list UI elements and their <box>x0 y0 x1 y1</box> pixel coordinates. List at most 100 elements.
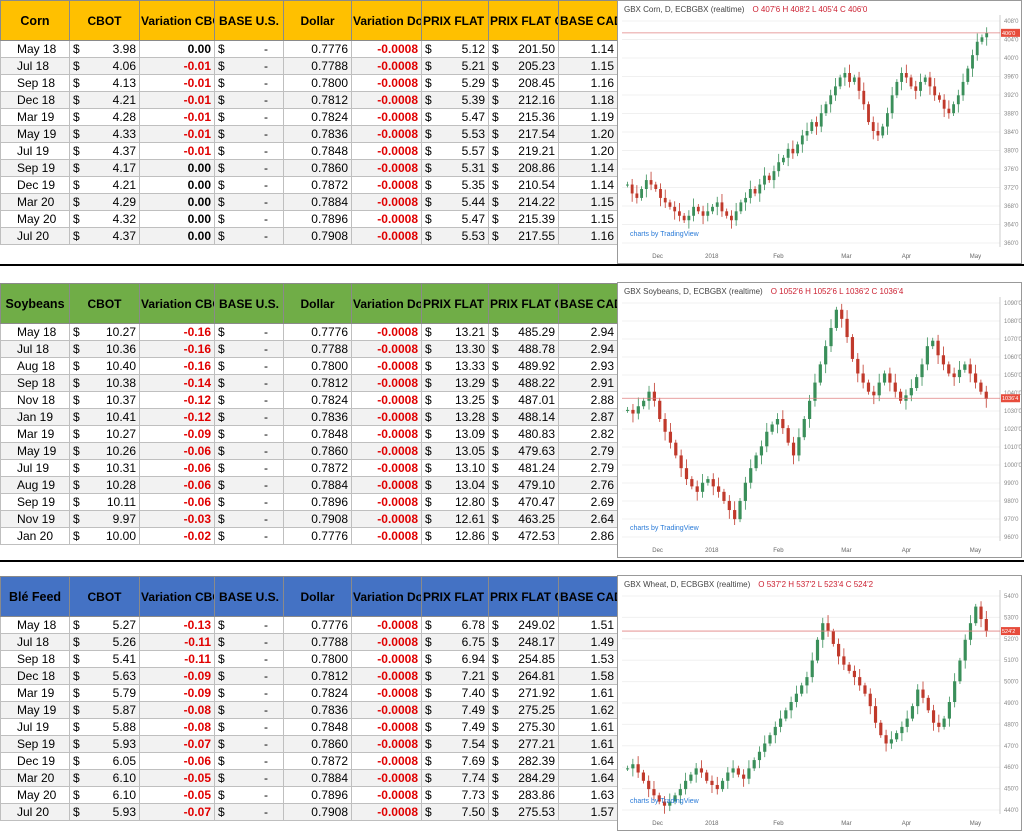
currency-sign: $ <box>73 771 80 785</box>
currency-sign: $ <box>492 325 499 339</box>
column-header: Variation Dollar <box>351 0 422 41</box>
currency-sign: $ <box>73 720 80 734</box>
base-us-cell: $ - <box>214 442 284 460</box>
candle-body <box>952 373 956 378</box>
y-tick-label: 380'0 <box>1004 149 1019 155</box>
table-row: Sep 18 $10.38 -0.14 $ -0.7812 -0.0008 $13.29 $4… <box>0 374 618 392</box>
y-tick-label: 530'0 <box>1004 615 1019 621</box>
candle-body <box>956 95 960 105</box>
prix-flat-bu-cell: $13.25 <box>421 391 489 409</box>
candle-body <box>763 743 767 752</box>
currency-sign: $ <box>73 652 80 666</box>
candle-body <box>931 340 935 347</box>
cbot-cell: $10.31 <box>69 459 140 477</box>
candle-body <box>900 73 904 82</box>
dollar-rate: 0.7776 <box>283 616 352 634</box>
base-us-cell: $ - <box>214 340 284 358</box>
prix-flat-mt-cell: $488.22 <box>488 374 559 392</box>
variation-cbot: 0.00 <box>139 193 215 211</box>
column-header: PRIX FLAT CDN$ / MT <box>488 0 559 41</box>
y-tick-label: 520'0 <box>1004 637 1019 643</box>
candle-body <box>684 468 689 480</box>
variation-cbot: -0.01 <box>139 91 215 109</box>
candle-body <box>925 346 929 365</box>
prix-flat-mt-cell: $254.85 <box>488 650 559 668</box>
dollar-rate: 0.7908 <box>283 510 352 528</box>
base-us-cell: $ - <box>214 667 284 685</box>
currency-sign: $ <box>218 42 225 56</box>
candle-body <box>871 122 875 131</box>
candle-body <box>857 77 861 91</box>
dollar-rate: 0.7788 <box>283 57 352 75</box>
candle-body <box>895 81 899 96</box>
base-cad: 2.93 <box>558 357 618 375</box>
table-row: Mar 20 $6.10 -0.05 $ -0.7884 -0.0008 $7.74 $284… <box>0 769 618 787</box>
base-us-cell: $ - <box>214 193 284 211</box>
currency-sign: $ <box>218 376 225 390</box>
candle-body <box>668 431 673 443</box>
currency-sign: $ <box>492 529 499 543</box>
prix-flat-bu: 13.10 <box>454 461 485 475</box>
base-us-value: - <box>264 325 268 339</box>
base-us-value: - <box>264 478 268 492</box>
currency-sign: $ <box>425 805 432 819</box>
table-row: May 20 $4.32 0.00 $ -0.7896 -0.0008 $5.47 $215.… <box>0 210 618 228</box>
y-tick-label: 480'0 <box>1004 722 1019 728</box>
currency-sign: $ <box>492 410 499 424</box>
candle-body <box>738 500 742 520</box>
base-us-value: - <box>264 229 268 243</box>
column-header: Dollar <box>283 283 352 324</box>
base-us-cell: $ - <box>214 803 284 821</box>
currency-sign: $ <box>218 110 225 124</box>
candle-body <box>734 211 738 221</box>
currency-sign: $ <box>425 42 432 56</box>
base-cad: 1.16 <box>558 74 618 92</box>
base-cad: 2.94 <box>558 323 618 341</box>
currency-sign: $ <box>492 93 499 107</box>
candle-body <box>947 702 951 719</box>
base-cad: 1.61 <box>558 718 618 736</box>
currency-sign: $ <box>73 342 80 356</box>
prix-flat-bu-cell: $6.75 <box>421 633 489 651</box>
prix-flat-mt-cell: $275.30 <box>488 718 559 736</box>
currency-sign: $ <box>492 195 499 209</box>
column-header: Variation Dollar <box>351 576 422 617</box>
variation-cbot: -0.01 <box>139 74 215 92</box>
prix-flat-mt: 489.92 <box>518 359 555 373</box>
candle-body <box>778 718 783 727</box>
dollar-rate: 0.7908 <box>283 227 352 245</box>
currency-sign: $ <box>425 212 432 226</box>
column-header: Dollar <box>283 0 352 41</box>
base-us-value: - <box>264 410 268 424</box>
table-row: Sep 18 $5.41 -0.11 $ -0.7800 -0.0008 $6.94 $254… <box>0 650 618 668</box>
table-row: May 18 $10.27 -0.16 $ -0.7776 -0.0008 $13.21 $4… <box>0 323 618 341</box>
variation-dollar: -0.0008 <box>351 786 422 804</box>
prix-flat-bu: 13.29 <box>454 376 485 390</box>
x-tick-label: Apr <box>902 254 911 260</box>
dollar-rate: 0.7800 <box>283 650 352 668</box>
contract-month: Jan 19 <box>0 408 70 426</box>
variation-cbot: -0.03 <box>139 510 215 528</box>
table-row: Sep 19 $5.93 -0.07 $ -0.7860 -0.0008 $7.54 $277… <box>0 735 618 753</box>
currency-sign: $ <box>492 686 499 700</box>
commodity-name: Corn <box>0 0 70 41</box>
prix-flat-bu-cell: $13.21 <box>421 323 489 341</box>
prix-flat-mt: 480.83 <box>518 427 555 441</box>
table-row: Dec 18 $5.63 -0.09 $ -0.7812 -0.0008 $7.21 $264… <box>0 667 618 685</box>
candle-body <box>630 184 634 194</box>
base-us-value: - <box>264 178 268 192</box>
candle-body <box>727 500 731 511</box>
base-us-value: - <box>264 635 268 649</box>
y-tick-label: 960'0 <box>1004 535 1019 541</box>
candle-body <box>663 197 667 203</box>
candle-body <box>789 702 793 711</box>
y-tick-label: 490'0 <box>1004 701 1019 707</box>
candle-body <box>684 780 688 790</box>
currency-sign: $ <box>73 669 80 683</box>
currency-sign: $ <box>425 59 432 73</box>
dollar-rate: 0.7836 <box>283 701 352 719</box>
table-row: Nov 19 $9.97 -0.03 $ -0.7908 -0.0008 $12.61 $46… <box>0 510 618 528</box>
